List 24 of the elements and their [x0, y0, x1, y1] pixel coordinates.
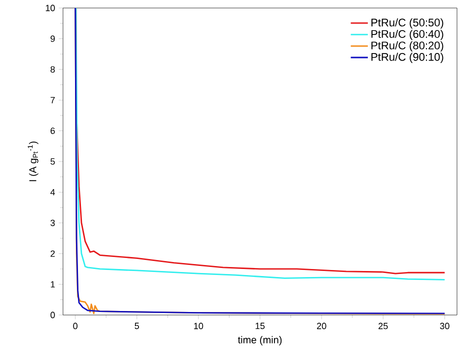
y-tick-label: 2: [50, 250, 55, 257]
x-tick-label: 30: [440, 322, 450, 330]
y-tick-label: 5: [50, 158, 55, 165]
y-tick-label: 9: [50, 36, 55, 42]
x-tick-label: 15: [256, 322, 265, 330]
legend-label: PtRu/C (60:40): [371, 30, 444, 40]
y-tick-label: 4: [50, 189, 55, 196]
y-tick-label: 1: [50, 281, 55, 288]
x-tick-label: 20: [317, 322, 326, 330]
y-tick-label: 3: [50, 220, 55, 226]
y-tick-label: 7: [50, 97, 55, 104]
legend-label: PtRu/C (80:20): [371, 41, 444, 52]
y-axis-title: I (A g$_{Pt}$$^{-1}$): [28, 142, 38, 182]
y-tick-label: 10: [46, 4, 55, 12]
legend-label: PtRu/C (50:50): [371, 18, 444, 29]
y-tick-label: 0: [50, 312, 55, 318]
x-axis-title: time (min): [238, 336, 282, 346]
y-tick-label: 8: [50, 66, 55, 73]
x-tick-label: 5: [134, 322, 139, 330]
x-tick-label: 0: [73, 322, 78, 330]
x-tick-label: 10: [194, 322, 204, 330]
x-tick-label: 25: [378, 322, 388, 330]
legend-label: PtRu/C (90:10): [371, 52, 444, 63]
y-tick-label: 6: [50, 128, 55, 134]
